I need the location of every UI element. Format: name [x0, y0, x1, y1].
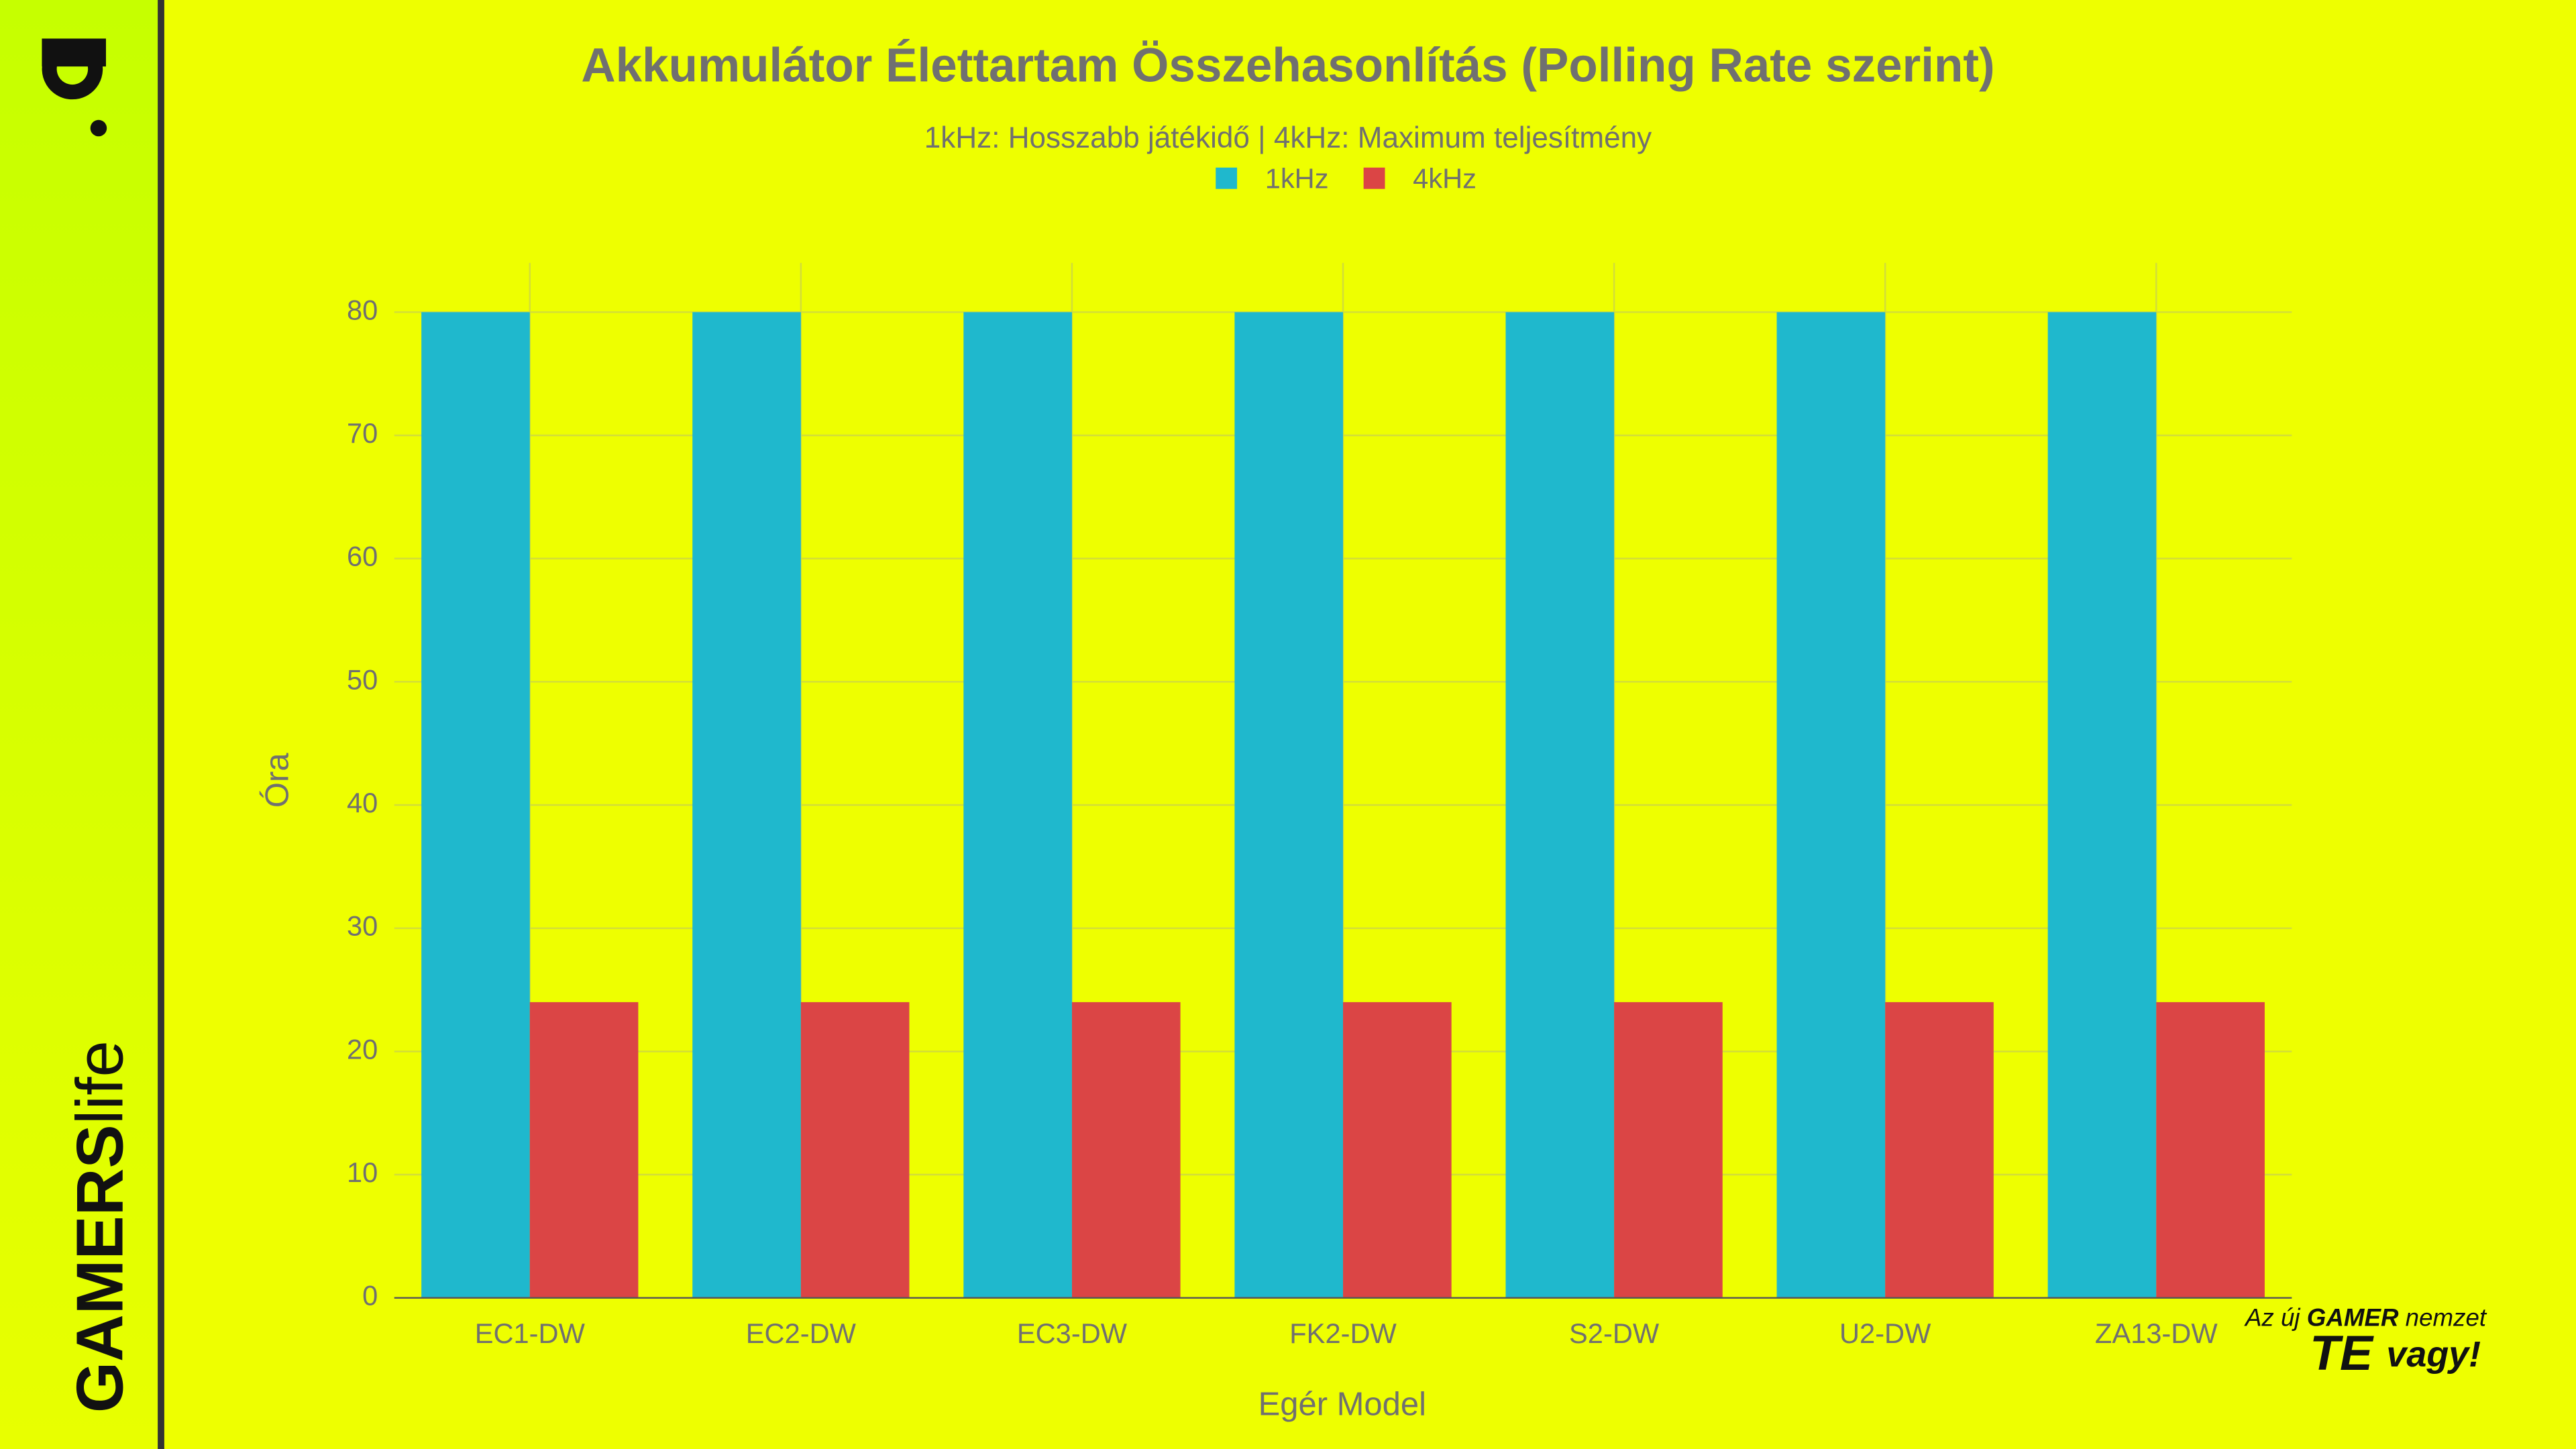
- y-tick-label: 70: [347, 417, 378, 449]
- tagline-part: nemzet: [2406, 1303, 2487, 1331]
- chart-title: Akkumulátor Élettartam Összehasonlítás (…: [581, 40, 1994, 93]
- bar: [963, 312, 1072, 1298]
- plot: 0 10 20 30 40 50 60 70 80 EC1-DW EC2-DW EC3-DW FK2-D…: [347, 162, 2292, 1349]
- x-tick-label: EC3-DW: [1017, 1318, 1128, 1349]
- legend-swatch: [1216, 167, 1238, 189]
- brand-logo: GAMERSlife: [63, 1040, 137, 1413]
- legend-label: 1kHz: [1265, 162, 1329, 194]
- tagline-part: GAMER: [2307, 1303, 2399, 1331]
- y-tick-label: 10: [347, 1157, 378, 1188]
- top-logo: [42, 38, 107, 137]
- brand-bold: GAMERS: [63, 1124, 137, 1413]
- tagline: Az új GAMER nemzet: [2244, 1303, 2487, 1331]
- x-tick-label: ZA13-DW: [2095, 1318, 2218, 1349]
- x-axis-title: Egér Model: [1258, 1386, 1426, 1422]
- y-tick-label: 0: [362, 1280, 378, 1311]
- bar: [1343, 1002, 1452, 1298]
- tagline-part: vagy!: [2386, 1334, 2481, 1375]
- bar: [1614, 1002, 1723, 1298]
- x-tick-label: U2-DW: [1839, 1318, 1931, 1349]
- y-tick-label: 50: [347, 663, 378, 695]
- x-tick-label: EC2-DW: [746, 1318, 857, 1349]
- logo-glyph: [42, 38, 106, 100]
- bar: [1885, 1002, 1994, 1298]
- bar: [1234, 312, 1344, 1298]
- y-tick-label: 40: [347, 787, 378, 818]
- bar: [421, 312, 530, 1298]
- bar: [1776, 312, 1886, 1298]
- sidebar: [0, 0, 161, 1449]
- y-tick-label: 20: [347, 1033, 378, 1065]
- bar: [529, 1002, 639, 1298]
- bar: [1071, 1002, 1181, 1298]
- y-axis-title: Óra: [259, 753, 295, 808]
- bar: [692, 312, 801, 1298]
- tagline-part: Az új: [2244, 1303, 2300, 1331]
- x-tick-label: EC1-DW: [475, 1318, 586, 1349]
- bar: [2047, 312, 2157, 1298]
- legend-swatch: [1363, 167, 1385, 189]
- legend-label: 4kHz: [1413, 162, 1477, 194]
- tagline-big: TE vagy!: [2310, 1325, 2481, 1381]
- logo-dot: [90, 119, 107, 137]
- brand-light: life: [63, 1040, 137, 1124]
- y-tick-label: 60: [347, 541, 378, 572]
- chart-subtitle: 1kHz: Hosszabb játékidő | 4kHz: Maximum …: [924, 121, 1652, 154]
- bar: [1505, 312, 1615, 1298]
- bar: [2156, 1002, 2265, 1298]
- bar: [800, 1002, 910, 1298]
- y-tick-label: 80: [347, 294, 378, 325]
- y-tick-label: 30: [347, 910, 378, 942]
- sidebar-border: [158, 0, 164, 1449]
- tagline-part: TE: [2310, 1325, 2374, 1381]
- x-tick-label: FK2-DW: [1289, 1318, 1397, 1349]
- x-tick-label: S2-DW: [1569, 1318, 1660, 1349]
